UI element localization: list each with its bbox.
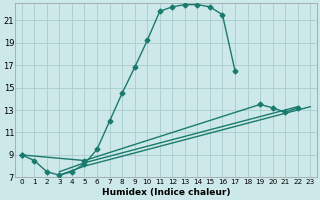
X-axis label: Humidex (Indice chaleur): Humidex (Indice chaleur) [102,188,230,197]
